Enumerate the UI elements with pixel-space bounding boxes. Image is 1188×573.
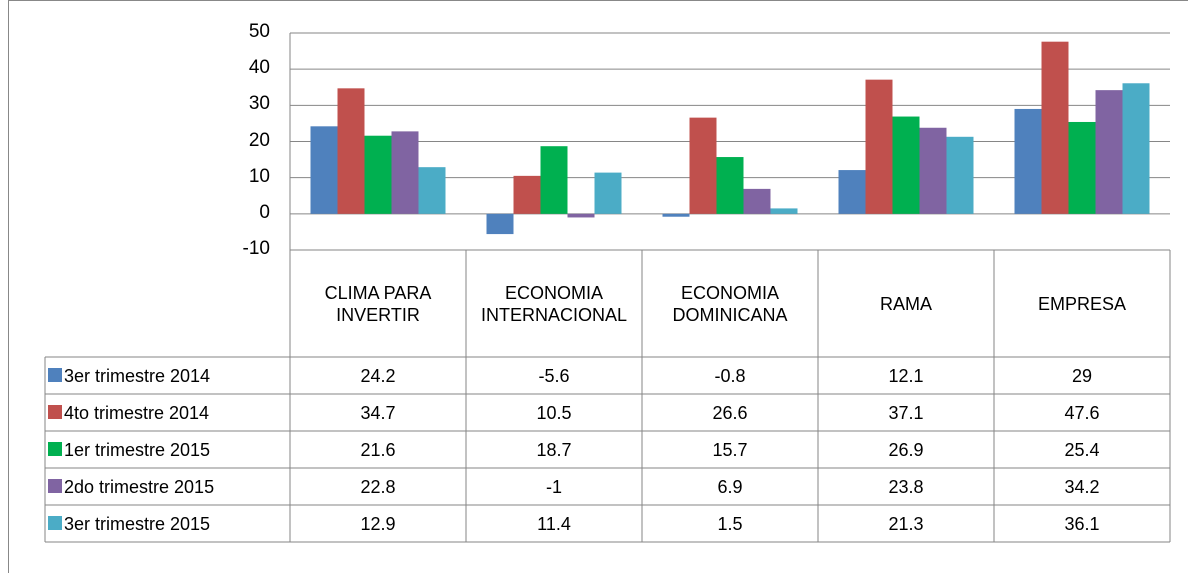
legend-swatch — [48, 516, 62, 530]
category-label: RAMA — [879, 293, 932, 314]
table-value: 21.6 — [360, 439, 396, 460]
legend-swatch — [48, 368, 62, 382]
bar — [743, 188, 771, 214]
table-value: 10.5 — [536, 402, 572, 423]
y-tick-label: 10 — [248, 165, 270, 187]
chart-border — [8, 0, 1188, 573]
bar — [946, 136, 974, 214]
bar — [1041, 41, 1069, 214]
table-value: 1.5 — [717, 513, 743, 534]
table-value: 12.1 — [888, 365, 924, 386]
table-value: 12.9 — [360, 513, 396, 534]
y-tick-label: 50 — [248, 21, 270, 42]
bar — [364, 135, 392, 214]
bar — [486, 213, 514, 235]
bar — [1095, 90, 1123, 214]
bar — [716, 157, 744, 214]
table-value: -5.6 — [538, 365, 570, 386]
table-value: 34.2 — [1064, 476, 1100, 497]
category-label: ECONOMIA DOMINICANA — [672, 282, 788, 325]
table-value: 36.1 — [1064, 513, 1100, 534]
table-value: 26.6 — [712, 402, 748, 423]
table-value: 23.8 — [888, 476, 924, 497]
table-value: -1 — [545, 476, 562, 497]
table-value: 34.7 — [360, 402, 396, 423]
bar — [1014, 108, 1042, 214]
category-label: ECONOMIA INTERNACIONAL — [480, 282, 628, 325]
category-label: EMPRESA — [1037, 293, 1127, 314]
bar — [540, 146, 568, 214]
bar — [567, 213, 595, 218]
y-tick-label: 40 — [248, 57, 270, 79]
table-value: 15.7 — [712, 439, 748, 460]
bar — [391, 131, 419, 214]
legend-label: 3er trimestre 2015 — [64, 513, 211, 534]
table-value: 6.9 — [717, 476, 743, 497]
legend-swatch — [48, 479, 62, 493]
category-label: CLIMA PARA INVERTIR — [324, 282, 432, 325]
y-tick-label: 0 — [259, 201, 270, 223]
bar — [310, 126, 338, 214]
bar — [689, 117, 717, 214]
legend-label: 4to trimestre 2014 — [64, 402, 210, 423]
table-value: 26.9 — [888, 439, 924, 460]
table-value: 24.2 — [360, 365, 396, 386]
table-value: 18.7 — [536, 439, 572, 460]
bar — [337, 88, 365, 214]
table-value: 22.8 — [360, 476, 396, 497]
bar — [770, 208, 798, 214]
legend-swatch — [48, 405, 62, 419]
legend-swatch — [48, 442, 62, 456]
bar — [865, 79, 893, 214]
table-value: 47.6 — [1064, 402, 1100, 423]
table-value: 11.4 — [537, 513, 571, 534]
bar — [662, 213, 690, 217]
y-tick-label: -10 — [242, 238, 270, 259]
table-value: 21.3 — [888, 513, 924, 534]
table-value: -0.8 — [714, 365, 746, 386]
bar — [513, 175, 541, 214]
legend-label: 3er trimestre 2014 — [64, 365, 211, 386]
y-tick-label: 20 — [248, 129, 270, 151]
bar — [418, 167, 446, 214]
table-value: 37.1 — [888, 402, 924, 423]
bar — [594, 172, 622, 214]
bar — [919, 127, 947, 214]
bar — [838, 170, 866, 214]
bar — [1122, 83, 1150, 214]
legend-label: 2do trimestre 2015 — [64, 476, 215, 497]
legend-label: 1er trimestre 2015 — [64, 439, 211, 460]
bar — [1068, 121, 1096, 214]
table-value: 29 — [1071, 365, 1093, 386]
y-tick-label: 30 — [248, 93, 270, 115]
table-value: 25.4 — [1064, 439, 1100, 460]
bar — [892, 116, 920, 214]
